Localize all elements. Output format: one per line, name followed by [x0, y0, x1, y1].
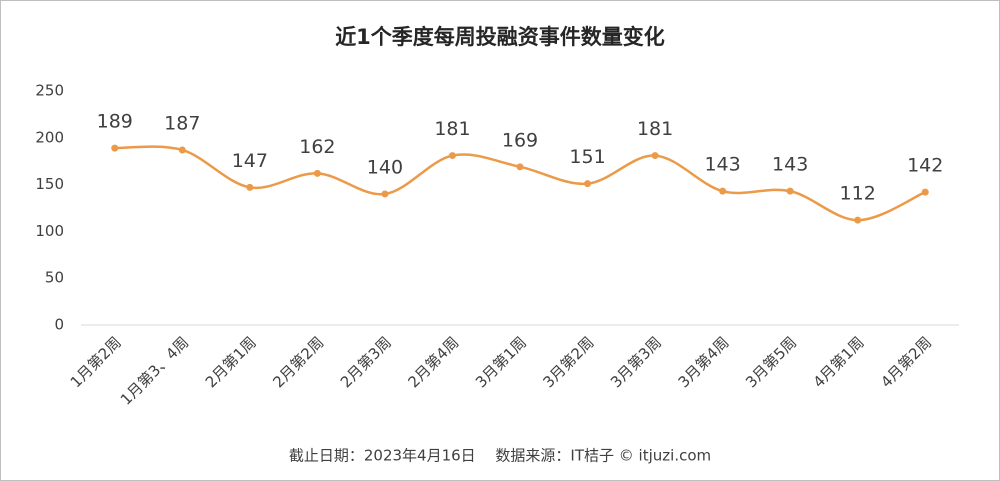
- data-label: 147: [232, 150, 268, 172]
- data-label: 143: [704, 154, 740, 176]
- y-tick-label: 150: [35, 175, 64, 193]
- point: [921, 188, 929, 196]
- point: [584, 180, 592, 188]
- data-label: 143: [772, 154, 808, 176]
- y-tick-label: 200: [35, 128, 64, 146]
- data-label: 181: [637, 118, 673, 140]
- point: [651, 152, 659, 160]
- data-label: 187: [164, 112, 200, 134]
- y-tick-label: 250: [35, 82, 64, 100]
- data-label: 140: [367, 156, 403, 178]
- data-label: 169: [502, 129, 538, 151]
- y-tick-label: 0: [54, 316, 64, 334]
- point: [111, 144, 119, 152]
- data-label: 162: [299, 136, 335, 158]
- point: [381, 190, 389, 198]
- point: [178, 146, 186, 154]
- data-label: 181: [434, 118, 470, 140]
- y-tick-label: 50: [45, 269, 64, 287]
- chart-title: 近1个季度每周投融资事件数量变化: [335, 25, 665, 49]
- point: [516, 163, 524, 171]
- point: [719, 187, 727, 195]
- point: [786, 187, 794, 195]
- y-tick-label: 100: [35, 222, 64, 240]
- point: [448, 152, 456, 160]
- data-label: 112: [840, 183, 876, 205]
- point: [246, 183, 254, 191]
- data-label: 151: [569, 146, 605, 168]
- point: [313, 169, 321, 177]
- data-label: 142: [907, 155, 943, 177]
- point: [854, 216, 862, 224]
- data-label: 189: [97, 111, 133, 133]
- footer: 截止日期：2023年4月16日 数据来源：IT桔子 © itjuzi.com: [289, 447, 711, 465]
